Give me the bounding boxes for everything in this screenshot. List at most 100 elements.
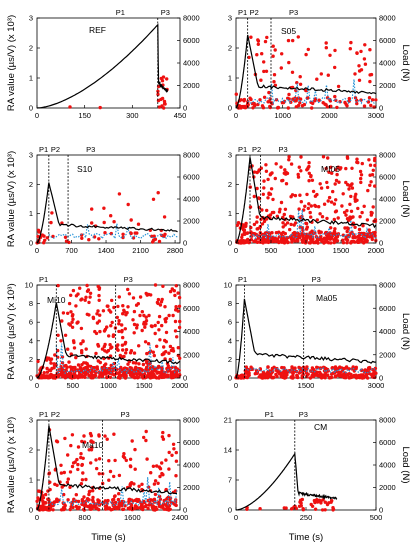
ra-point <box>320 215 325 219</box>
ra-point <box>95 312 99 316</box>
ra-point <box>128 370 132 374</box>
ra-point <box>120 501 125 506</box>
ra-point <box>264 163 268 167</box>
ra-point <box>365 368 369 373</box>
ra-point <box>352 369 356 373</box>
ra-point <box>356 160 360 165</box>
ra-point <box>361 224 365 228</box>
ra-point <box>166 505 170 509</box>
ra-point <box>298 366 302 370</box>
ra-point <box>248 96 252 100</box>
ra-point <box>142 322 146 326</box>
ra-point <box>258 507 262 511</box>
ra-point <box>147 313 151 318</box>
ra-point <box>48 368 53 373</box>
ra-point <box>139 367 143 371</box>
ra-point <box>245 507 249 511</box>
phase-label-p1: P1 <box>238 145 247 154</box>
right-axis-label: Load (N) <box>400 181 411 218</box>
moving-average-line <box>244 366 377 375</box>
ra-point <box>315 77 319 81</box>
x-tick-label: 0 <box>234 513 238 522</box>
ra-point <box>162 375 166 379</box>
y2-tick-label: 6000 <box>379 36 396 45</box>
x-tick-label: 0 <box>35 381 39 390</box>
ra-point <box>136 506 140 510</box>
ra-point <box>250 102 255 106</box>
load-curve <box>235 34 377 109</box>
ra-point <box>302 237 307 241</box>
ra-point <box>321 365 326 369</box>
y-tick-label: 1 <box>29 74 33 83</box>
ra-point <box>269 373 273 377</box>
ra-point <box>80 236 84 240</box>
y-tick-label: 2 <box>228 180 232 189</box>
ra-point <box>60 355 65 359</box>
ra-point <box>289 195 293 199</box>
ra-point <box>56 333 60 337</box>
ra-point <box>74 355 78 360</box>
ra-point <box>68 105 72 109</box>
ra-point <box>160 461 164 465</box>
ra-point <box>297 207 301 211</box>
ra-point <box>109 324 113 328</box>
ra-point <box>161 473 165 477</box>
ra-point <box>291 38 295 43</box>
ra-point <box>86 288 91 292</box>
ra-point <box>369 180 373 184</box>
ra-point <box>60 319 64 323</box>
ra-point <box>286 240 290 244</box>
ra-point <box>270 366 275 371</box>
ra-point <box>70 320 74 324</box>
x-tick-label: 0 <box>35 111 39 120</box>
ra-point <box>97 433 101 437</box>
ra-point <box>63 436 67 441</box>
ra-point <box>258 98 262 102</box>
ra-point <box>46 507 50 511</box>
y-tick-label: 10 <box>25 281 33 290</box>
ra-point <box>306 47 310 52</box>
y-tick-label: 0 <box>228 239 232 248</box>
ra-point <box>313 203 317 208</box>
ra-point <box>147 485 151 489</box>
ra-point <box>299 155 303 159</box>
ra-point <box>351 374 356 379</box>
load-curve <box>36 302 181 379</box>
ra-point <box>298 498 303 502</box>
y2-tick-label: 4000 <box>379 195 396 204</box>
moving-average-line <box>48 477 178 508</box>
ra-point <box>296 172 300 177</box>
ra-point <box>273 48 277 52</box>
ra-point <box>364 373 369 378</box>
ra-point <box>359 68 364 72</box>
ra-point <box>47 498 51 502</box>
ra-point <box>80 478 85 482</box>
ra-point <box>87 448 91 452</box>
ra-point <box>133 375 138 380</box>
panel-title: REF <box>89 25 106 35</box>
ra-point <box>121 348 125 352</box>
ra-point <box>370 173 375 177</box>
ra-point <box>249 35 253 39</box>
ra-point <box>66 477 71 481</box>
panel-ma05: P1 P3 Ma05 0 2 4 6 8 10 0 2000 4000 6000 8000 0 1500 300… <box>224 275 411 390</box>
ra-point <box>82 366 86 371</box>
ra-point <box>262 219 267 224</box>
ra-point <box>63 235 68 239</box>
ra-point <box>113 458 117 463</box>
y2-tick-label: 8000 <box>183 14 200 23</box>
ra-point <box>84 347 88 351</box>
ra-point <box>155 464 159 468</box>
phase-label-p2: P2 <box>51 410 60 419</box>
ra-point <box>332 217 336 222</box>
ra-point <box>290 70 295 75</box>
ra-point <box>277 210 282 214</box>
ra-point <box>371 205 375 209</box>
ra-point <box>66 311 70 315</box>
ra-point <box>67 240 71 245</box>
left-axis-label: RA value (µs/V) (x 10³) <box>6 15 17 111</box>
load-curve <box>235 298 376 379</box>
phase-label-p3: P3 <box>299 410 308 419</box>
x-tick-label: 1500 <box>333 246 350 255</box>
